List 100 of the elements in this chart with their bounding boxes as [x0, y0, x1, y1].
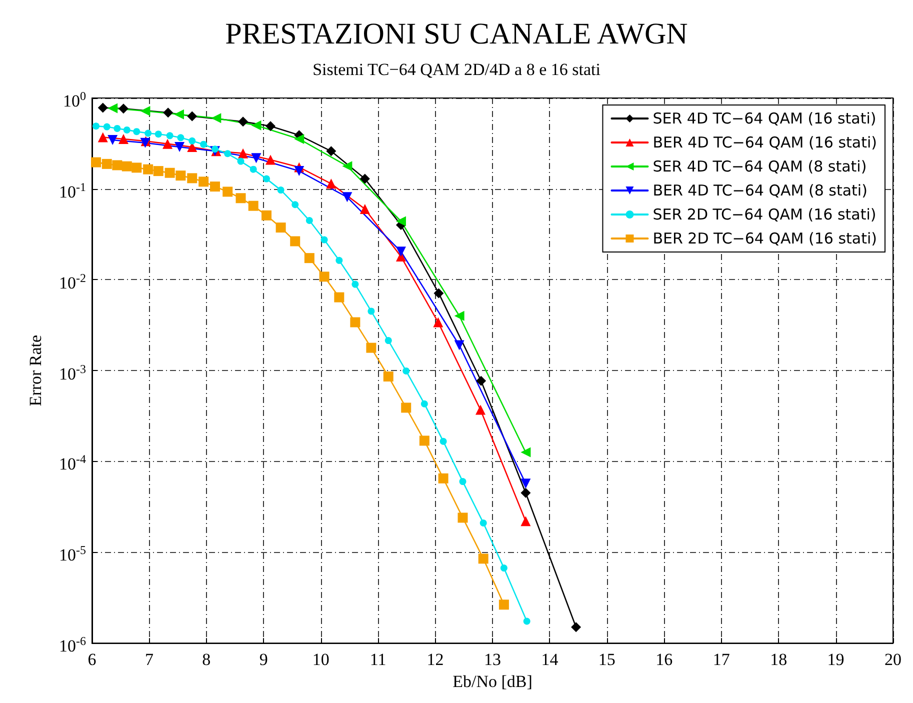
- y-tick-label: 10$^{0}$: [62, 88, 86, 112]
- point: [212, 146, 219, 153]
- x-tick-label: 13: [484, 650, 501, 670]
- point: [91, 157, 102, 168]
- point: [523, 618, 530, 625]
- point: [520, 516, 531, 526]
- legend-label: SER 4D TC−64 QAM (16 stati): [652, 110, 876, 128]
- point: [92, 122, 100, 130]
- point: [306, 217, 313, 224]
- x-tick-label: 18: [770, 650, 788, 670]
- point: [459, 478, 466, 486]
- point: [237, 158, 244, 165]
- point: [360, 204, 370, 214]
- point: [476, 376, 486, 386]
- point: [292, 201, 299, 208]
- point: [290, 236, 300, 246]
- x-tick-label: 14: [541, 650, 559, 670]
- y-tick-label: 10$^{-6}$: [58, 633, 86, 657]
- point: [248, 200, 258, 211]
- point: [162, 138, 173, 149]
- x-tick-label: 12: [426, 650, 444, 670]
- point: [174, 109, 184, 120]
- point: [454, 310, 464, 321]
- point: [433, 317, 444, 328]
- point: [262, 210, 272, 220]
- x-tick-label: 17: [712, 650, 730, 670]
- point: [187, 111, 198, 122]
- legend-label: BER 4D TC−64 QAM (16 stati): [652, 134, 878, 152]
- legend-label: SER 4D TC−64 QAM (8 stati): [652, 158, 867, 176]
- point: [98, 102, 108, 113]
- point: [419, 436, 430, 446]
- point: [520, 478, 531, 489]
- x-tick-label: 6: [88, 650, 96, 670]
- point: [336, 256, 343, 264]
- point: [211, 113, 222, 124]
- point: [238, 148, 248, 158]
- point: [163, 108, 174, 118]
- point: [319, 272, 330, 282]
- point: [200, 140, 208, 148]
- point: [368, 308, 375, 315]
- point: [98, 132, 108, 142]
- point: [334, 292, 344, 302]
- point: [384, 337, 392, 344]
- point: [108, 134, 118, 145]
- point: [123, 126, 130, 134]
- point: [326, 178, 336, 189]
- x-tick-label: 19: [827, 650, 844, 670]
- point: [402, 367, 410, 374]
- y-tick-label: 10$^{-4}$: [58, 451, 86, 476]
- point: [401, 402, 412, 413]
- point: [350, 317, 360, 328]
- legend-label: SER 2D TC−64 QAM (16 stati): [652, 206, 876, 224]
- legend-label: BER 2D TC−64 QAM (16 stati): [652, 230, 878, 248]
- y-tick-label: 10$^{-1}$: [58, 178, 86, 202]
- point: [571, 622, 582, 632]
- point: [277, 186, 284, 194]
- point: [263, 175, 270, 182]
- y-tick-label: 10$^{-5}$: [58, 542, 86, 566]
- point: [166, 132, 174, 140]
- point: [360, 174, 370, 184]
- point: [177, 134, 184, 142]
- point: [112, 160, 122, 170]
- point: [122, 161, 132, 172]
- point: [434, 288, 444, 298]
- point: [143, 164, 154, 174]
- point: [118, 104, 128, 114]
- point: [478, 554, 488, 564]
- point: [176, 170, 186, 181]
- y-tick-label: 10$^{-2}$: [58, 270, 86, 294]
- point: [383, 372, 394, 382]
- point: [304, 253, 314, 264]
- point: [475, 404, 486, 415]
- point: [320, 236, 328, 244]
- point: [266, 121, 276, 132]
- point: [342, 161, 352, 172]
- point: [326, 146, 336, 156]
- point: [396, 216, 406, 226]
- point: [251, 153, 262, 164]
- point: [198, 176, 209, 187]
- point: [187, 173, 198, 184]
- point: [458, 512, 468, 523]
- point: [366, 342, 376, 353]
- point: [174, 142, 185, 152]
- y-axis-title: Error Rate: [26, 334, 45, 406]
- point: [498, 600, 509, 610]
- x-axis-title: Eb/No [dB]: [452, 672, 532, 691]
- point: [294, 166, 304, 176]
- point: [118, 134, 128, 144]
- x-tick-label: 9: [259, 650, 268, 670]
- point: [251, 120, 262, 130]
- point: [108, 103, 118, 114]
- point: [144, 130, 152, 137]
- x-tick-label: 11: [370, 650, 386, 670]
- point: [133, 128, 140, 136]
- point: [114, 124, 121, 132]
- x-tick-label: 15: [598, 650, 616, 670]
- x-tick-label: 16: [656, 650, 673, 670]
- point: [238, 116, 248, 127]
- point: [164, 168, 175, 178]
- point: [520, 447, 531, 458]
